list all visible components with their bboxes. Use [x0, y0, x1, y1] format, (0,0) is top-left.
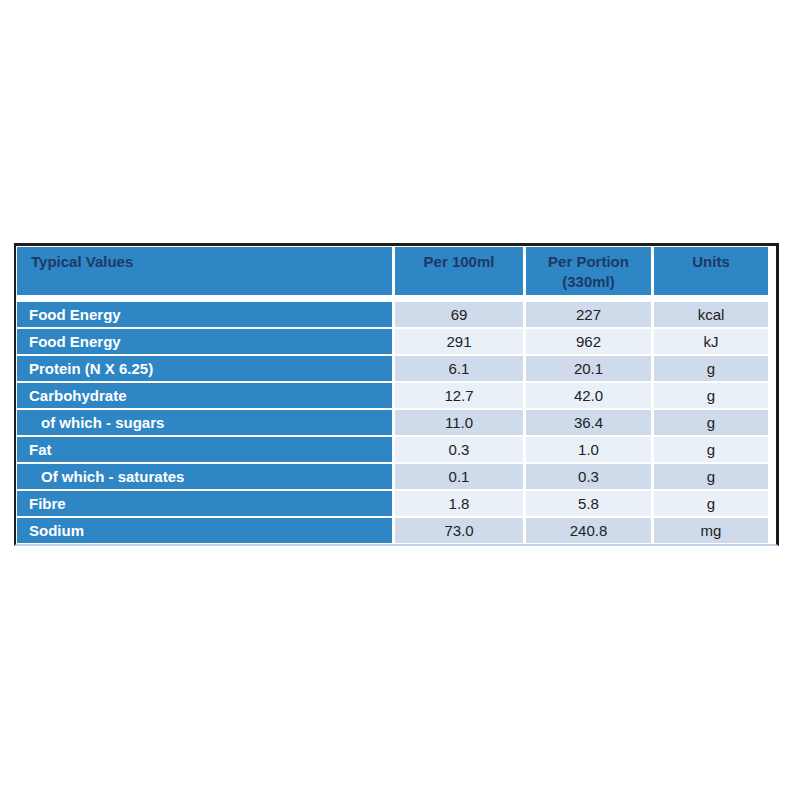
row-label-saturates: Of which - saturates [17, 464, 392, 489]
header-per-portion: Per Portion (330ml) [526, 247, 651, 295]
value-units: g [654, 491, 768, 516]
value-units: mg [654, 518, 768, 543]
row-label-sugars: of which - sugars [17, 410, 392, 435]
value-per-portion: 962 [526, 329, 651, 354]
value-per-portion: 42.0 [526, 383, 651, 408]
row-label-sodium: Sodium [17, 518, 392, 543]
value-per-portion: 20.1 [526, 356, 651, 381]
value-per-100ml: 0.3 [395, 437, 523, 462]
value-per-100ml: 12.7 [395, 383, 523, 408]
header-typical-values: Typical Values [17, 247, 392, 295]
value-per-100ml: 73.0 [395, 518, 523, 543]
value-per-portion: 0.3 [526, 464, 651, 489]
value-per-100ml: 0.1 [395, 464, 523, 489]
value-units: g [654, 410, 768, 435]
value-units: g [654, 356, 768, 381]
row-label-food-energy-kj: Food Energy [17, 329, 392, 354]
header-per-portion-label: Per Portion (330ml) [541, 252, 636, 293]
value-units: g [654, 464, 768, 489]
value-per-100ml: 1.8 [395, 491, 523, 516]
header-units: Units [654, 247, 768, 295]
value-per-portion: 36.4 [526, 410, 651, 435]
row-label-carbohydrate: Carbohydrate [17, 383, 392, 408]
value-per-100ml: 291 [395, 329, 523, 354]
row-label-fat: Fat [17, 437, 392, 462]
row-label-fibre: Fibre [17, 491, 392, 516]
value-per-portion: 5.8 [526, 491, 651, 516]
header-body-divider [17, 297, 768, 300]
value-per-portion: 227 [526, 302, 651, 327]
value-units: g [654, 437, 768, 462]
value-per-100ml: 6.1 [395, 356, 523, 381]
value-units: kcal [654, 302, 768, 327]
row-label-food-energy-kcal: Food Energy [17, 302, 392, 327]
value-per-100ml: 69 [395, 302, 523, 327]
value-per-100ml: 11.0 [395, 410, 523, 435]
nutrition-table: Typical Values Per 100ml Per Portion (33… [14, 243, 779, 546]
value-units: kJ [654, 329, 768, 354]
value-per-portion: 1.0 [526, 437, 651, 462]
header-per-100ml: Per 100ml [395, 247, 523, 295]
value-units: g [654, 383, 768, 408]
row-label-protein: Protein (N X 6.25) [17, 356, 392, 381]
value-per-portion: 240.8 [526, 518, 651, 543]
nutrition-table-grid: Typical Values Per 100ml Per Portion (33… [16, 246, 776, 544]
